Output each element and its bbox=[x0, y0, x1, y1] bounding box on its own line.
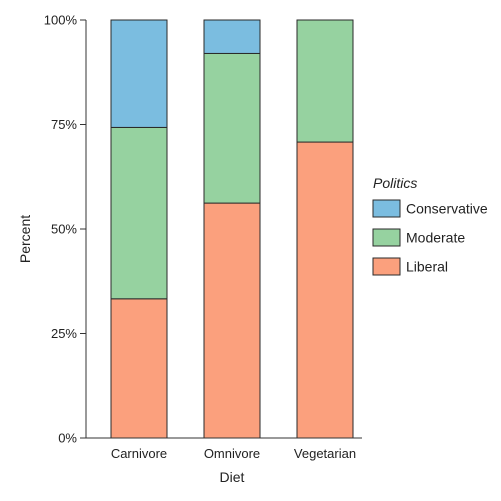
legend-label-moderate: Moderate bbox=[406, 230, 465, 246]
bar-moderate-omnivore bbox=[203, 52, 261, 204]
x-tick-label: Omnivore bbox=[204, 446, 260, 461]
bar-liberal-carnivore bbox=[110, 298, 168, 439]
x-axis: Carnivore Omnivore Vegetarian bbox=[86, 437, 362, 461]
bar-liberal-omnivore bbox=[203, 202, 261, 439]
legend-label-conservative: Conservative bbox=[406, 201, 488, 217]
x-tick-label: Carnivore bbox=[111, 446, 167, 461]
legend-swatch-conservative bbox=[372, 199, 401, 218]
y-tick-label: 0% bbox=[58, 431, 77, 446]
bar-moderate-carnivore bbox=[110, 126, 168, 300]
x-axis-title: Diet bbox=[220, 469, 245, 485]
y-tick-label: 100% bbox=[44, 13, 78, 28]
y-tick-label: 75% bbox=[51, 117, 77, 132]
legend-swatch-liberal bbox=[372, 257, 401, 276]
bar-conservative-carnivore bbox=[110, 19, 168, 128]
x-tick-label: Vegetarian bbox=[294, 446, 356, 461]
legend: Politics Conservative Moderate Liberal bbox=[372, 175, 488, 276]
legend-label-liberal: Liberal bbox=[406, 259, 448, 275]
bar-conservative-omnivore bbox=[203, 19, 261, 54]
y-tick-label: 50% bbox=[51, 222, 77, 237]
legend-swatch-moderate bbox=[372, 228, 401, 247]
y-tick-label: 25% bbox=[51, 326, 77, 341]
legend-title: Politics bbox=[373, 175, 417, 191]
y-axis-title: Percent bbox=[17, 215, 33, 263]
bar-moderate-vegetarian bbox=[296, 19, 354, 143]
bars bbox=[110, 19, 354, 439]
bar-liberal-vegetarian bbox=[296, 141, 354, 439]
y-axis: 0% 25% 50% 75% 100% bbox=[44, 13, 87, 446]
